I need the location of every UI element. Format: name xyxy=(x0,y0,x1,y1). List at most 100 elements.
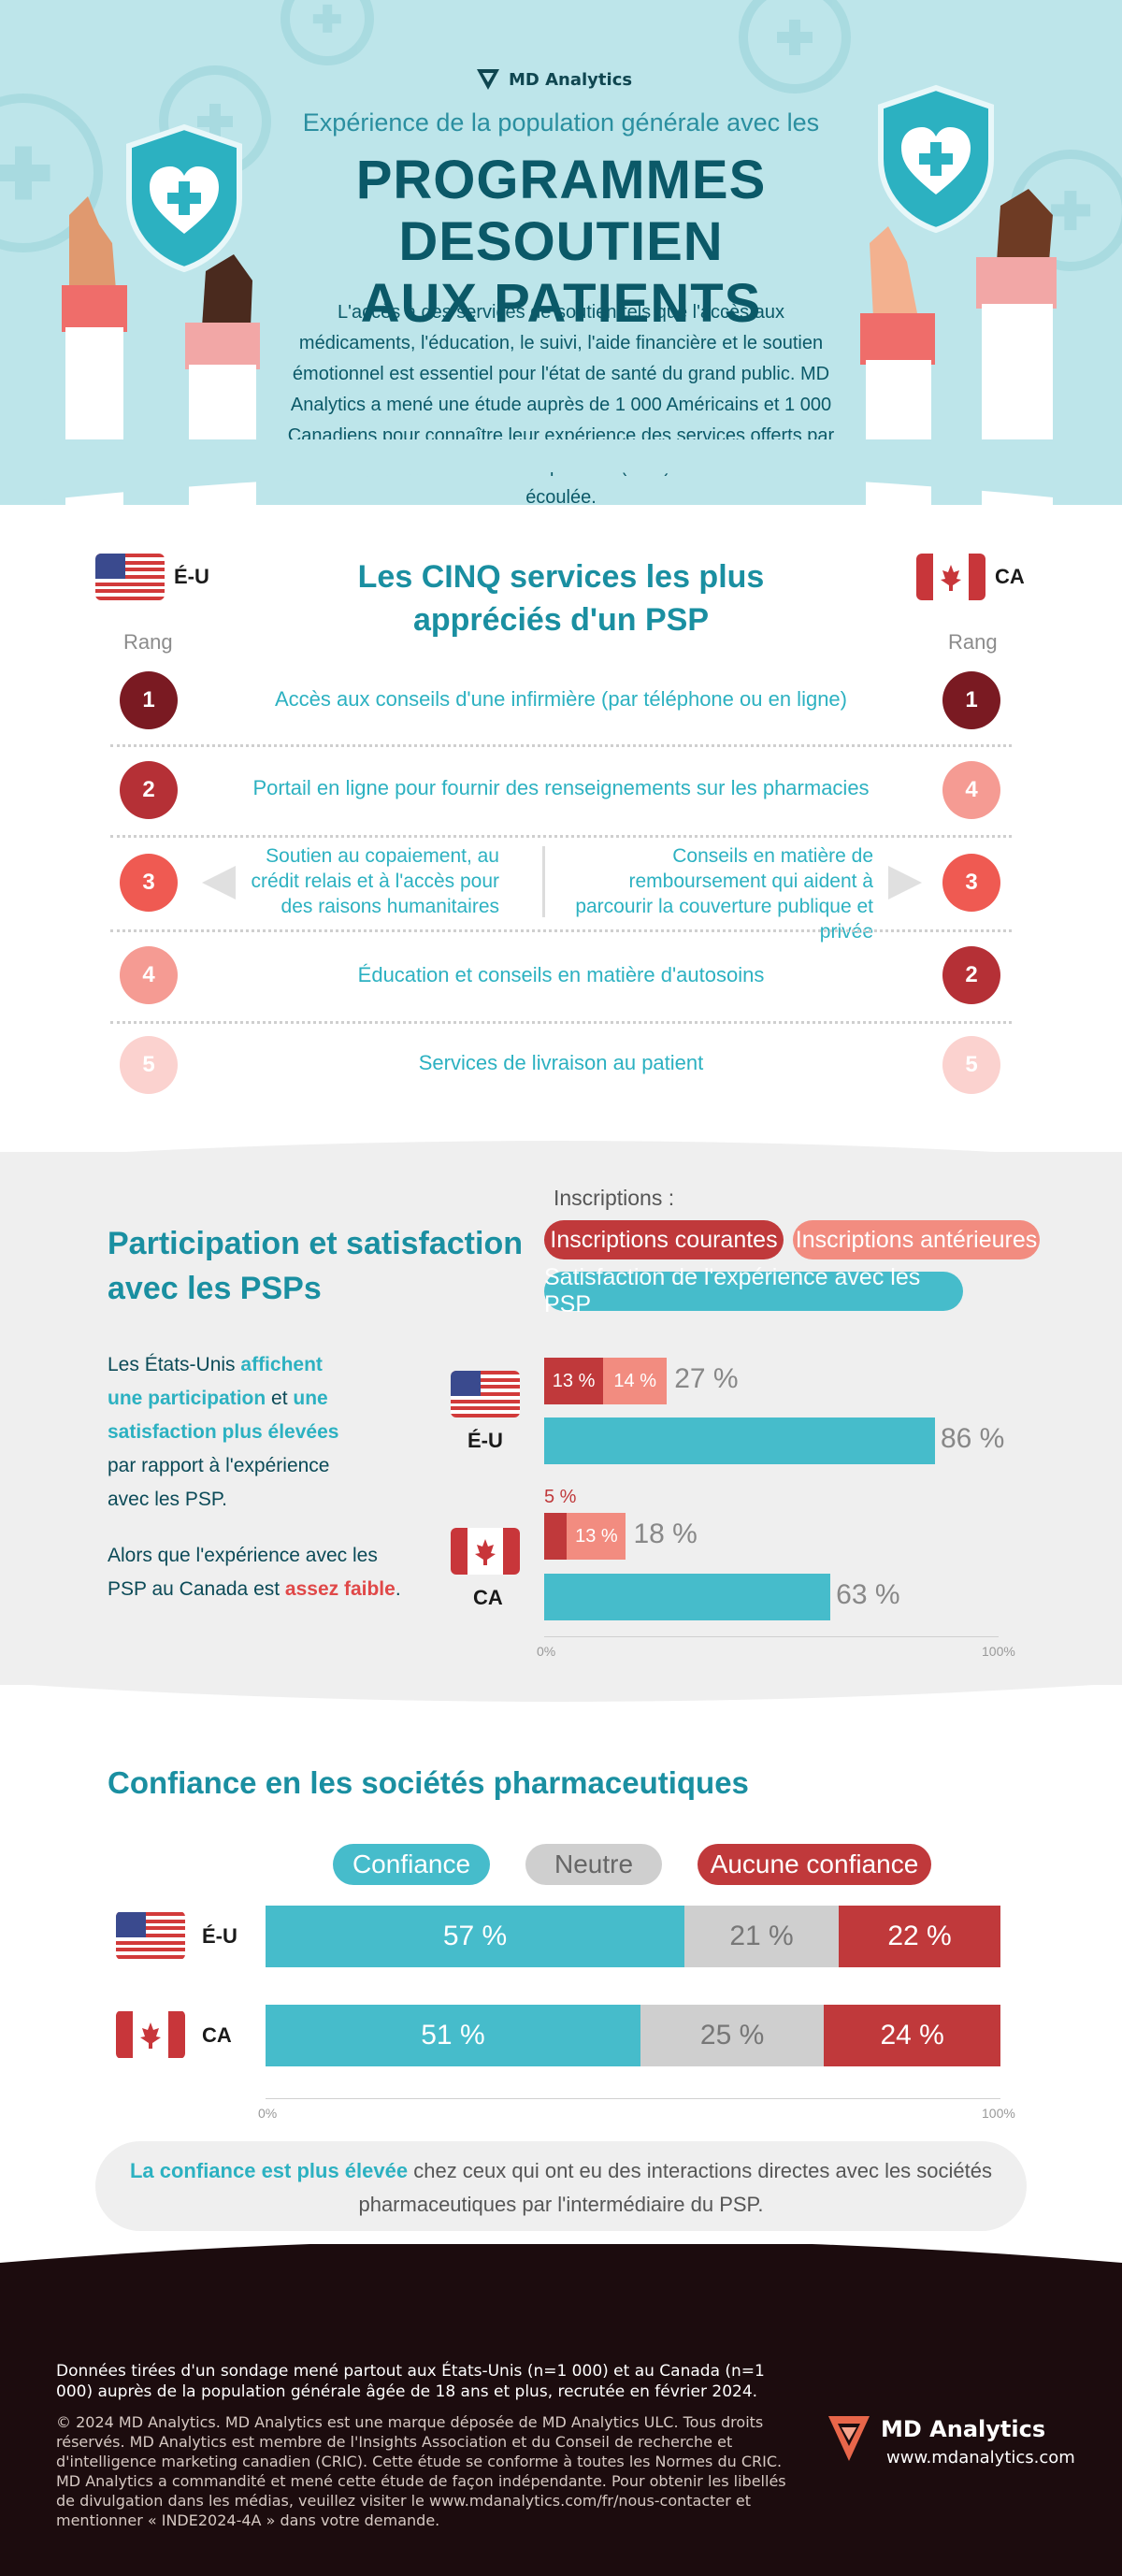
us-past-enrolment-bar: 14 % xyxy=(603,1358,668,1404)
canada-flag-icon xyxy=(116,2011,185,2058)
trust-axis-line xyxy=(266,2098,1000,2099)
survey-methodology: Données tirées d'un sondage mené partout… xyxy=(56,2362,765,2401)
participation-paragraph-ca: Alors que l'expérience avec les PSP au C… xyxy=(108,1539,407,1606)
ca-no-trust-bar: 24 % xyxy=(824,2005,1000,2066)
us-rank-badge: 1 xyxy=(120,671,178,729)
legend-past-enrolment: Inscriptions antérieures xyxy=(793,1220,1040,1259)
para-text: . xyxy=(395,1578,401,1600)
service-label: Services de livraison au patient xyxy=(418,1051,704,1074)
service-label: Accès aux conseils d'une infirmière (par… xyxy=(275,687,847,711)
legend-satisfaction: Satisfaction de l'expérience avec les PS… xyxy=(544,1264,963,1317)
ca-rank-badge: 2 xyxy=(942,946,1000,1004)
ca-rank-header: Rang xyxy=(948,630,998,654)
md-analytics-logo-footer[interactable]: MD Analytics www.mdanalytics.com xyxy=(825,2412,1077,2468)
us-satisfaction-bar xyxy=(544,1418,935,1464)
row-divider xyxy=(110,929,1012,932)
participation-title-line-2: avec les PSPs xyxy=(108,1271,322,1306)
canada-flag-icon xyxy=(451,1528,520,1575)
ca-rank-badge: 4 xyxy=(942,761,1000,819)
header-curve xyxy=(0,439,1122,505)
arrow-right-icon xyxy=(888,866,922,899)
service-split-divider xyxy=(542,846,545,917)
ca-total-enrolment-label: 18 % xyxy=(633,1518,698,1549)
participation-title-line-1: Participation et satisfaction xyxy=(108,1226,523,1261)
brand-name: MD Analytics xyxy=(881,2416,1046,2442)
legal-disclaimer: © 2024 MD Analytics. MD Analytics est un… xyxy=(56,2413,786,2529)
title-line-1: PROGRAMMES DESOUTIEN xyxy=(355,150,767,272)
axis-min-label: 0% xyxy=(258,2106,278,2121)
legend-current-enrolment: Inscriptions courantes xyxy=(544,1220,784,1259)
ca-label: CA xyxy=(995,565,1025,588)
ca-past-enrolment-bar: 13 % xyxy=(567,1513,626,1560)
participation-title: Participation et satisfaction avec les P… xyxy=(108,1221,523,1311)
md-analytics-logo-icon xyxy=(477,69,499,90)
para-text: Alors que l'expérience avec les PSP au C… xyxy=(108,1545,378,1600)
us-rank-header: Rang xyxy=(123,630,173,654)
page-title: PROGRAMMES DESOUTIEN AUX PATIENTS xyxy=(234,150,888,335)
trust-title: Confiance en les sociétés pharmaceutique… xyxy=(108,1765,749,1800)
header-section: MD Analytics Expérience de la population… xyxy=(0,0,1122,505)
ca-label: CA xyxy=(473,1586,503,1609)
section-wave-bottom xyxy=(0,1683,1122,1702)
para-text: Les États-Unis xyxy=(108,1354,241,1375)
ca-rank-badge: 5 xyxy=(942,1036,1000,1094)
us-flag-icon xyxy=(451,1371,520,1418)
para-highlight: assez faible xyxy=(284,1578,396,1600)
ca-rank-badge: 3 xyxy=(942,854,1000,912)
ca-rank-badge: 1 xyxy=(942,671,1000,729)
service-label-ca: Conseils en matière de remboursement qui… xyxy=(575,845,873,943)
us-trust-bar: 57 % xyxy=(266,1906,685,1967)
md-analytics-logo: MD Analytics xyxy=(475,65,653,94)
us-satisfaction-label: 86 % xyxy=(940,1423,1005,1454)
top5-title: Les CINQ services les plus appréciés d'u… xyxy=(318,555,804,641)
us-flag-icon xyxy=(95,554,165,600)
service-label: Portail en ligne pour fournir des rensei… xyxy=(252,776,870,799)
top5-title-line-1: Les CINQ services les plus xyxy=(357,559,765,595)
header-subtitle: Expérience de la population générale ave… xyxy=(302,108,820,137)
us-label: É-U xyxy=(202,1924,237,1948)
inscriptions-label: Inscriptions : xyxy=(554,1186,675,1210)
us-rank-badge: 5 xyxy=(120,1036,178,1094)
us-label: É-U xyxy=(174,565,209,588)
axis-max-label: 100% xyxy=(982,2106,1015,2121)
us-flag-icon xyxy=(116,1912,185,1959)
row-divider xyxy=(110,744,1012,747)
title-line-2: AUX PATIENTS xyxy=(360,273,762,334)
background-cross-icon xyxy=(739,0,851,94)
top5-title-line-2: appréciés d'un PSP xyxy=(412,602,710,638)
us-total-enrolment-label: 27 % xyxy=(674,1363,739,1394)
row-divider xyxy=(110,835,1012,838)
us-rank-badge: 4 xyxy=(120,946,178,1004)
axis-max-label: 100% xyxy=(982,1644,1015,1659)
brand-name: MD Analytics xyxy=(509,69,633,90)
participation-axis-line xyxy=(544,1636,999,1637)
intro-text: L'accès à des services de soutien tels q… xyxy=(283,302,838,505)
trust-note-highlight: La confiance est plus élevée xyxy=(129,2159,409,2182)
ca-current-enrolment-bar xyxy=(544,1513,568,1560)
background-cross-icon xyxy=(280,0,374,65)
row-divider xyxy=(110,1021,1012,1024)
ca-satisfaction-label: 63 % xyxy=(836,1579,900,1610)
md-analytics-logo-icon xyxy=(828,2416,870,2461)
ca-current-enrolment-label: 5 % xyxy=(544,1487,577,1507)
para-text: et xyxy=(266,1388,294,1409)
axis-min-label: 0% xyxy=(537,1644,556,1659)
para-text: par rapport à l'expérience avec les PSP. xyxy=(108,1455,330,1510)
canada-flag-icon xyxy=(916,554,985,600)
us-current-enrolment-bar: 13 % xyxy=(544,1358,604,1404)
arrow-left-icon xyxy=(202,866,236,899)
ca-label: CA xyxy=(202,2023,232,2047)
trust-note: La confiance est plus élevée chez ceux q… xyxy=(95,2141,1027,2231)
para-highlight: une satisfaction plus élevées xyxy=(108,1388,339,1443)
service-label-us: Soutien au copaiement, au crédit relais … xyxy=(251,845,499,917)
heart-shield-icon xyxy=(878,84,994,234)
para-highlight: affichent une participation xyxy=(108,1354,323,1409)
service-label: Éducation et conseils en matière d'autos… xyxy=(357,963,765,986)
footer xyxy=(0,2263,1122,2576)
participation-paragraph-us: Les États-Unis affichent une participati… xyxy=(108,1348,351,1517)
ca-satisfaction-bar xyxy=(544,1574,831,1620)
us-neutral-bar: 21 % xyxy=(684,1906,840,1967)
brand-url[interactable]: www.mdanalytics.com xyxy=(886,2448,1075,2468)
us-rank-badge: 3 xyxy=(120,854,178,912)
legend-trust: Confiance xyxy=(333,1844,490,1885)
